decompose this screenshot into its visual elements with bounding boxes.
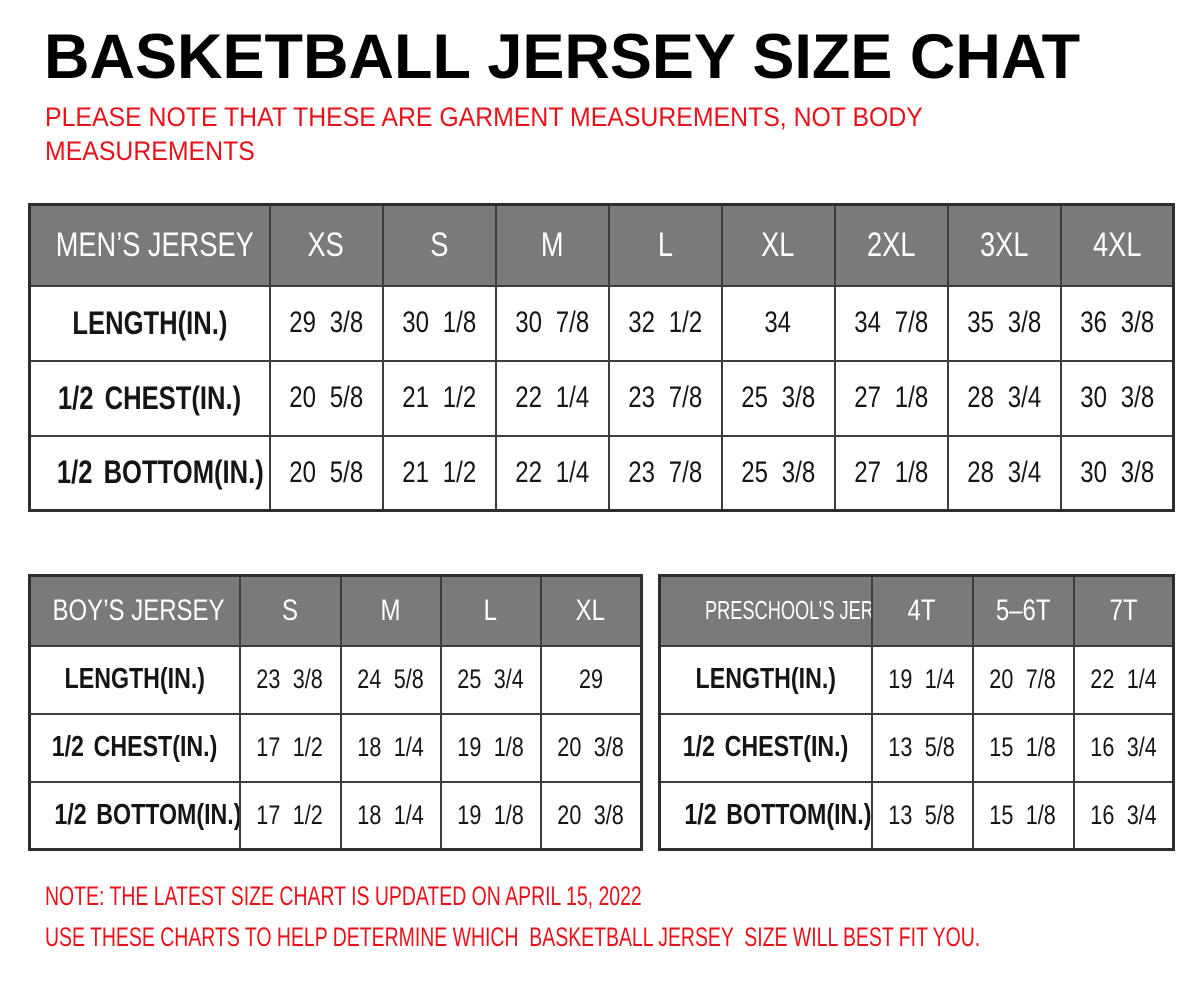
size-value-cell: 30 1/8 [381, 284, 497, 362]
size-value-cell: 34 7/8 [833, 284, 949, 362]
size-value-cell: 13 5/8 [870, 780, 974, 851]
size-value-cell: 21 1/2 [381, 434, 497, 512]
size-value-cell: 19 1/8 [439, 712, 542, 783]
size-value-cell: 20 5/8 [268, 359, 384, 437]
preschool-header-title-cell: PRESCHOOL’S JERSEY [658, 574, 873, 647]
size-value-cell: 18 1/4 [339, 712, 442, 783]
size-value-cell: 30 3/8 [1059, 359, 1175, 437]
update-note: NOTE: THE LATEST SIZE CHART IS UPDATED O… [45, 881, 642, 911]
size-value-cell: 30 7/8 [494, 284, 610, 362]
size-value-cell: 27 1/8 [833, 434, 949, 512]
row-label-cell: 1/2 BOTTOM(IN.) [28, 780, 241, 851]
preschool-bottom-row: 1/2 BOTTOM(IN.) 13 5/8 15 1/8 16 3/4 [658, 780, 1175, 851]
size-value-cell: 20 5/8 [268, 434, 384, 512]
size-value-cell: 17 1/2 [238, 780, 342, 851]
size-value-cell: 20 3/8 [539, 780, 643, 851]
mens-header-row: MEN’S JERSEY XS S M L XL 2XL 3XL 4XL [28, 203, 1175, 287]
boys-header-row: BOY’S JERSEY S M L XL [28, 574, 643, 647]
mens-jersey-table: MEN’S JERSEY XS S M L XL 2XL 3XL 4XL LEN… [28, 203, 1175, 512]
preschool-length-row: LENGTH(IN.) 19 1/4 20 7/8 22 1/4 [658, 644, 1175, 715]
size-value-cell: 13 5/8 [870, 712, 974, 783]
note-line: MEASUREMENTS [45, 136, 255, 166]
preschool-size-header-cell: 4T [870, 574, 974, 647]
mens-size-header-cell: 3XL [946, 203, 1062, 287]
boys-chest-row: 1/2 CHEST(IN.) 17 1/2 18 1/4 19 1/8 20 3… [28, 712, 643, 783]
row-label-cell: 1/2 BOTTOM(IN.) [658, 780, 873, 851]
row-label-cell: 1/2 CHEST(IN.) [28, 712, 241, 783]
preschool-header-row: PRESCHOOL’S JERSEY 4T 5–6T 7T [658, 574, 1175, 647]
boys-header-title-cell: BOY’S JERSEY [28, 574, 241, 647]
mens-size-header-cell: 2XL [833, 203, 949, 287]
boys-length-row: LENGTH(IN.) 23 3/8 24 5/8 25 3/4 29 [28, 644, 643, 715]
preschool-size-header-cell: 7T [1072, 574, 1175, 647]
size-value-cell: 23 7/8 [607, 434, 723, 512]
boys-bottom-row: 1/2 BOTTOM(IN.) 17 1/2 18 1/4 19 1/8 20 … [28, 780, 643, 851]
mens-length-row: LENGTH(IN.) 29 3/8 30 1/8 30 7/8 32 1/2 … [28, 284, 1175, 362]
size-value-cell: 27 1/8 [833, 359, 949, 437]
size-value-cell: 23 3/8 [238, 644, 342, 715]
row-label-cell: LENGTH(IN.) [658, 644, 873, 715]
size-value-cell: 18 1/4 [339, 780, 442, 851]
size-value-cell: 28 3/4 [946, 434, 1062, 512]
mens-header-title-cell: MEN’S JERSEY [28, 203, 271, 287]
boys-size-header-cell: XL [539, 574, 643, 647]
size-value-cell: 32 1/2 [607, 284, 723, 362]
size-value-cell: 22 1/4 [494, 359, 610, 437]
size-value-cell: 34 [720, 284, 836, 362]
size-value-cell: 25 3/8 [720, 359, 836, 437]
mens-size-header-cell: XS [268, 203, 384, 287]
row-label-cell: 1/2 CHEST(IN.) [658, 712, 873, 783]
note-line: PLEASE NOTE THAT THESE ARE GARMENT MEASU… [45, 102, 923, 132]
row-label-cell: 1/2 BOTTOM(IN.) [28, 434, 271, 512]
size-value-cell: 19 1/8 [439, 780, 542, 851]
row-label-cell: LENGTH(IN.) [28, 644, 241, 715]
size-value-cell: 16 3/4 [1072, 780, 1175, 851]
usage-note: USE THESE CHARTS TO HELP DETERMINE WHICH… [45, 922, 981, 952]
size-value-cell: 22 1/4 [1072, 644, 1175, 715]
size-value-cell: 25 3/8 [720, 434, 836, 512]
mens-size-header-cell: M [494, 203, 610, 287]
preschool-size-header-cell: 5–6T [971, 574, 1075, 647]
page-title: BASKETBALL JERSEY SIZE CHAT [44, 22, 1081, 92]
row-label-cell: LENGTH(IN.) [28, 284, 271, 362]
size-value-cell: 20 3/8 [539, 712, 643, 783]
size-value-cell: 24 5/8 [339, 644, 442, 715]
mens-chest-row: 1/2 CHEST(IN.) 20 5/8 21 1/2 22 1/4 23 7… [28, 359, 1175, 437]
size-value-cell: 16 3/4 [1072, 712, 1175, 783]
size-value-cell: 35 3/8 [946, 284, 1062, 362]
garment-measurements-note: PLEASE NOTE THAT THESE ARE GARMENT MEASU… [45, 100, 923, 168]
mens-bottom-row: 1/2 BOTTOM(IN.) 20 5/8 21 1/2 22 1/4 23 … [28, 434, 1175, 512]
size-value-cell: 19 1/4 [870, 644, 974, 715]
size-value-cell: 20 7/8 [971, 644, 1075, 715]
preschools-jersey-table: PRESCHOOL’S JERSEY 4T 5–6T 7T LENGTH(IN.… [658, 574, 1175, 851]
preschool-chest-row: 1/2 CHEST(IN.) 13 5/8 15 1/8 16 3/4 [658, 712, 1175, 783]
size-value-cell: 29 3/8 [268, 284, 384, 362]
boys-jersey-table: BOY’S JERSEY S M L XL LENGTH(IN.) 23 3/8… [28, 574, 643, 851]
size-value-cell: 30 3/8 [1059, 434, 1175, 512]
size-value-cell: 17 1/2 [238, 712, 342, 783]
size-value-cell: 22 1/4 [494, 434, 610, 512]
size-value-cell: 29 [539, 644, 643, 715]
mens-size-header-cell: 4XL [1059, 203, 1175, 287]
boys-size-header-cell: S [238, 574, 342, 647]
row-label-cell: 1/2 CHEST(IN.) [28, 359, 271, 437]
size-value-cell: 36 3/8 [1059, 284, 1175, 362]
mens-size-header-cell: XL [720, 203, 836, 287]
size-value-cell: 15 1/8 [971, 780, 1075, 851]
boys-size-header-cell: M [339, 574, 442, 647]
size-value-cell: 28 3/4 [946, 359, 1062, 437]
size-value-cell: 21 1/2 [381, 359, 497, 437]
size-value-cell: 15 1/8 [971, 712, 1075, 783]
mens-size-header-cell: L [607, 203, 723, 287]
size-value-cell: 23 7/8 [607, 359, 723, 437]
size-value-cell: 25 3/4 [439, 644, 542, 715]
mens-size-header-cell: S [381, 203, 497, 287]
boys-size-header-cell: L [439, 574, 542, 647]
